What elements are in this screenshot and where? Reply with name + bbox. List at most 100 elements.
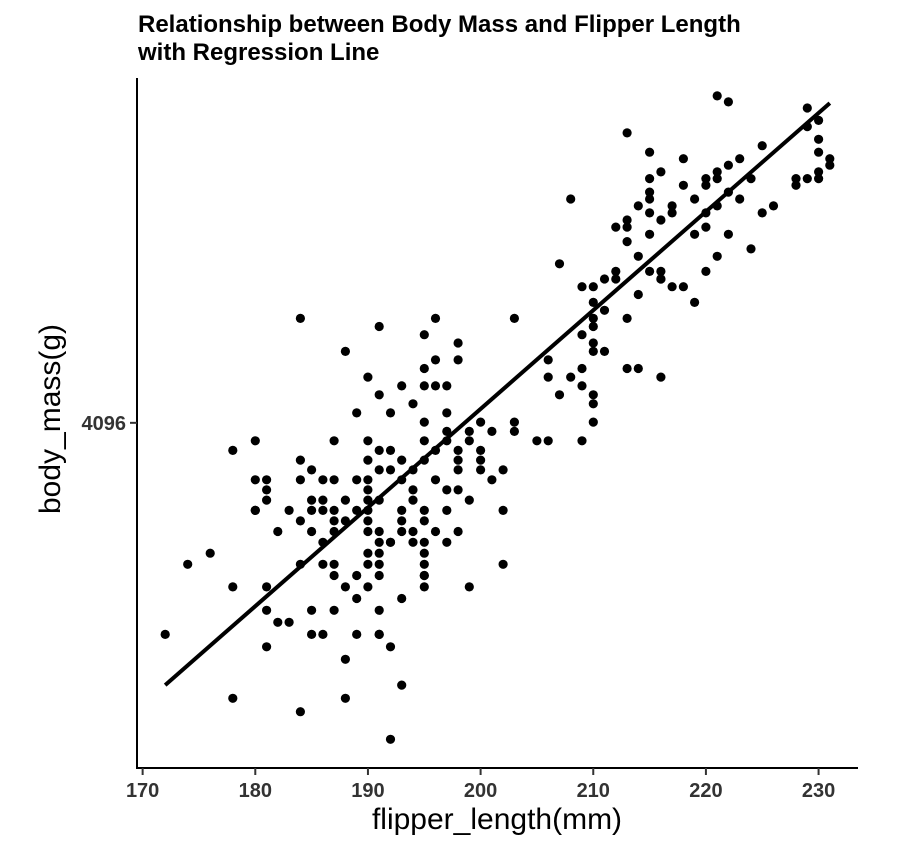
data-point	[430, 526, 441, 537]
data-point	[183, 559, 193, 569]
x-tick-label: 180	[239, 780, 272, 802]
data-point	[577, 363, 587, 374]
data-point	[645, 266, 655, 276]
data-point	[599, 274, 610, 284]
x-tick-label: 210	[577, 780, 610, 802]
data-point	[476, 455, 486, 465]
data-point	[464, 426, 474, 436]
data-point	[419, 417, 429, 427]
data-point	[363, 485, 373, 495]
data-point	[611, 266, 621, 276]
data-point	[723, 229, 734, 239]
data-point	[250, 475, 260, 485]
chart-title-line-2: with Regression Line	[137, 39, 379, 66]
data-point	[656, 266, 666, 276]
data-point	[509, 417, 519, 427]
data-point	[363, 582, 373, 592]
data-point	[374, 321, 384, 332]
data-point	[825, 160, 835, 170]
data-point	[453, 355, 463, 365]
data-point	[374, 526, 384, 537]
data-point	[712, 167, 722, 177]
data-point	[352, 408, 362, 418]
data-point	[622, 363, 632, 374]
data-point	[588, 346, 598, 356]
data-point	[633, 289, 643, 300]
data-point	[701, 174, 711, 184]
data-point	[656, 372, 666, 382]
data-point	[442, 485, 452, 495]
data-point	[791, 174, 801, 184]
data-point	[363, 559, 373, 569]
data-point	[385, 642, 396, 652]
data-point	[340, 582, 350, 592]
data-point	[814, 174, 824, 184]
data-point	[690, 194, 700, 204]
data-point	[262, 475, 272, 485]
data-point	[599, 305, 610, 315]
data-point	[397, 505, 407, 515]
data-point	[554, 259, 565, 269]
y-tick-label: 4096	[82, 413, 127, 435]
data-point	[712, 251, 722, 261]
data-point	[554, 390, 565, 400]
data-point	[329, 570, 339, 581]
data-point	[419, 381, 429, 391]
data-point	[476, 465, 486, 475]
data-point	[678, 180, 689, 190]
data-point	[791, 180, 801, 190]
data-point	[645, 147, 655, 157]
data-point	[768, 201, 779, 211]
data-point	[588, 321, 598, 332]
data-point	[307, 465, 317, 475]
data-point	[622, 237, 632, 247]
data-point	[543, 355, 553, 365]
data-point	[318, 559, 328, 569]
data-point	[701, 180, 711, 190]
data-point	[498, 505, 508, 515]
data-point	[295, 516, 305, 526]
data-point	[566, 194, 576, 204]
data-point	[374, 629, 384, 640]
x-tick-label: 220	[689, 780, 722, 802]
x-axis-title: flipper_length(mm)	[372, 803, 622, 836]
data-point	[476, 417, 486, 427]
data-point	[419, 537, 429, 547]
data-point	[690, 229, 700, 239]
data-point	[577, 282, 587, 292]
data-point	[262, 642, 272, 652]
data-point	[284, 505, 294, 515]
data-point	[340, 495, 350, 505]
data-point	[701, 266, 711, 276]
data-point	[633, 363, 643, 374]
data-point	[588, 399, 598, 409]
data-point	[419, 548, 429, 558]
data-point	[385, 537, 396, 547]
data-point	[284, 617, 294, 627]
data-point	[419, 363, 429, 374]
data-point	[442, 408, 452, 418]
x-tick-label: 230	[802, 780, 835, 802]
data-point	[374, 548, 384, 558]
data-point	[599, 346, 610, 356]
data-point	[588, 417, 598, 427]
data-point	[363, 455, 373, 465]
data-point	[498, 465, 508, 475]
data-point	[814, 134, 824, 144]
data-point	[746, 244, 756, 254]
data-point	[645, 194, 655, 204]
data-point	[318, 475, 328, 485]
data-point	[430, 355, 441, 365]
data-point	[430, 381, 441, 391]
data-point	[363, 436, 373, 446]
data-point	[295, 313, 305, 323]
data-point	[464, 582, 474, 592]
data-point	[374, 537, 384, 547]
x-tick-label: 170	[126, 780, 159, 802]
data-point	[419, 570, 429, 581]
data-point	[262, 582, 272, 592]
x-axis-ticks: 170 180 190 200 210 220 230	[126, 768, 835, 802]
data-point	[723, 160, 734, 170]
data-point	[363, 526, 373, 537]
data-point	[307, 605, 317, 615]
